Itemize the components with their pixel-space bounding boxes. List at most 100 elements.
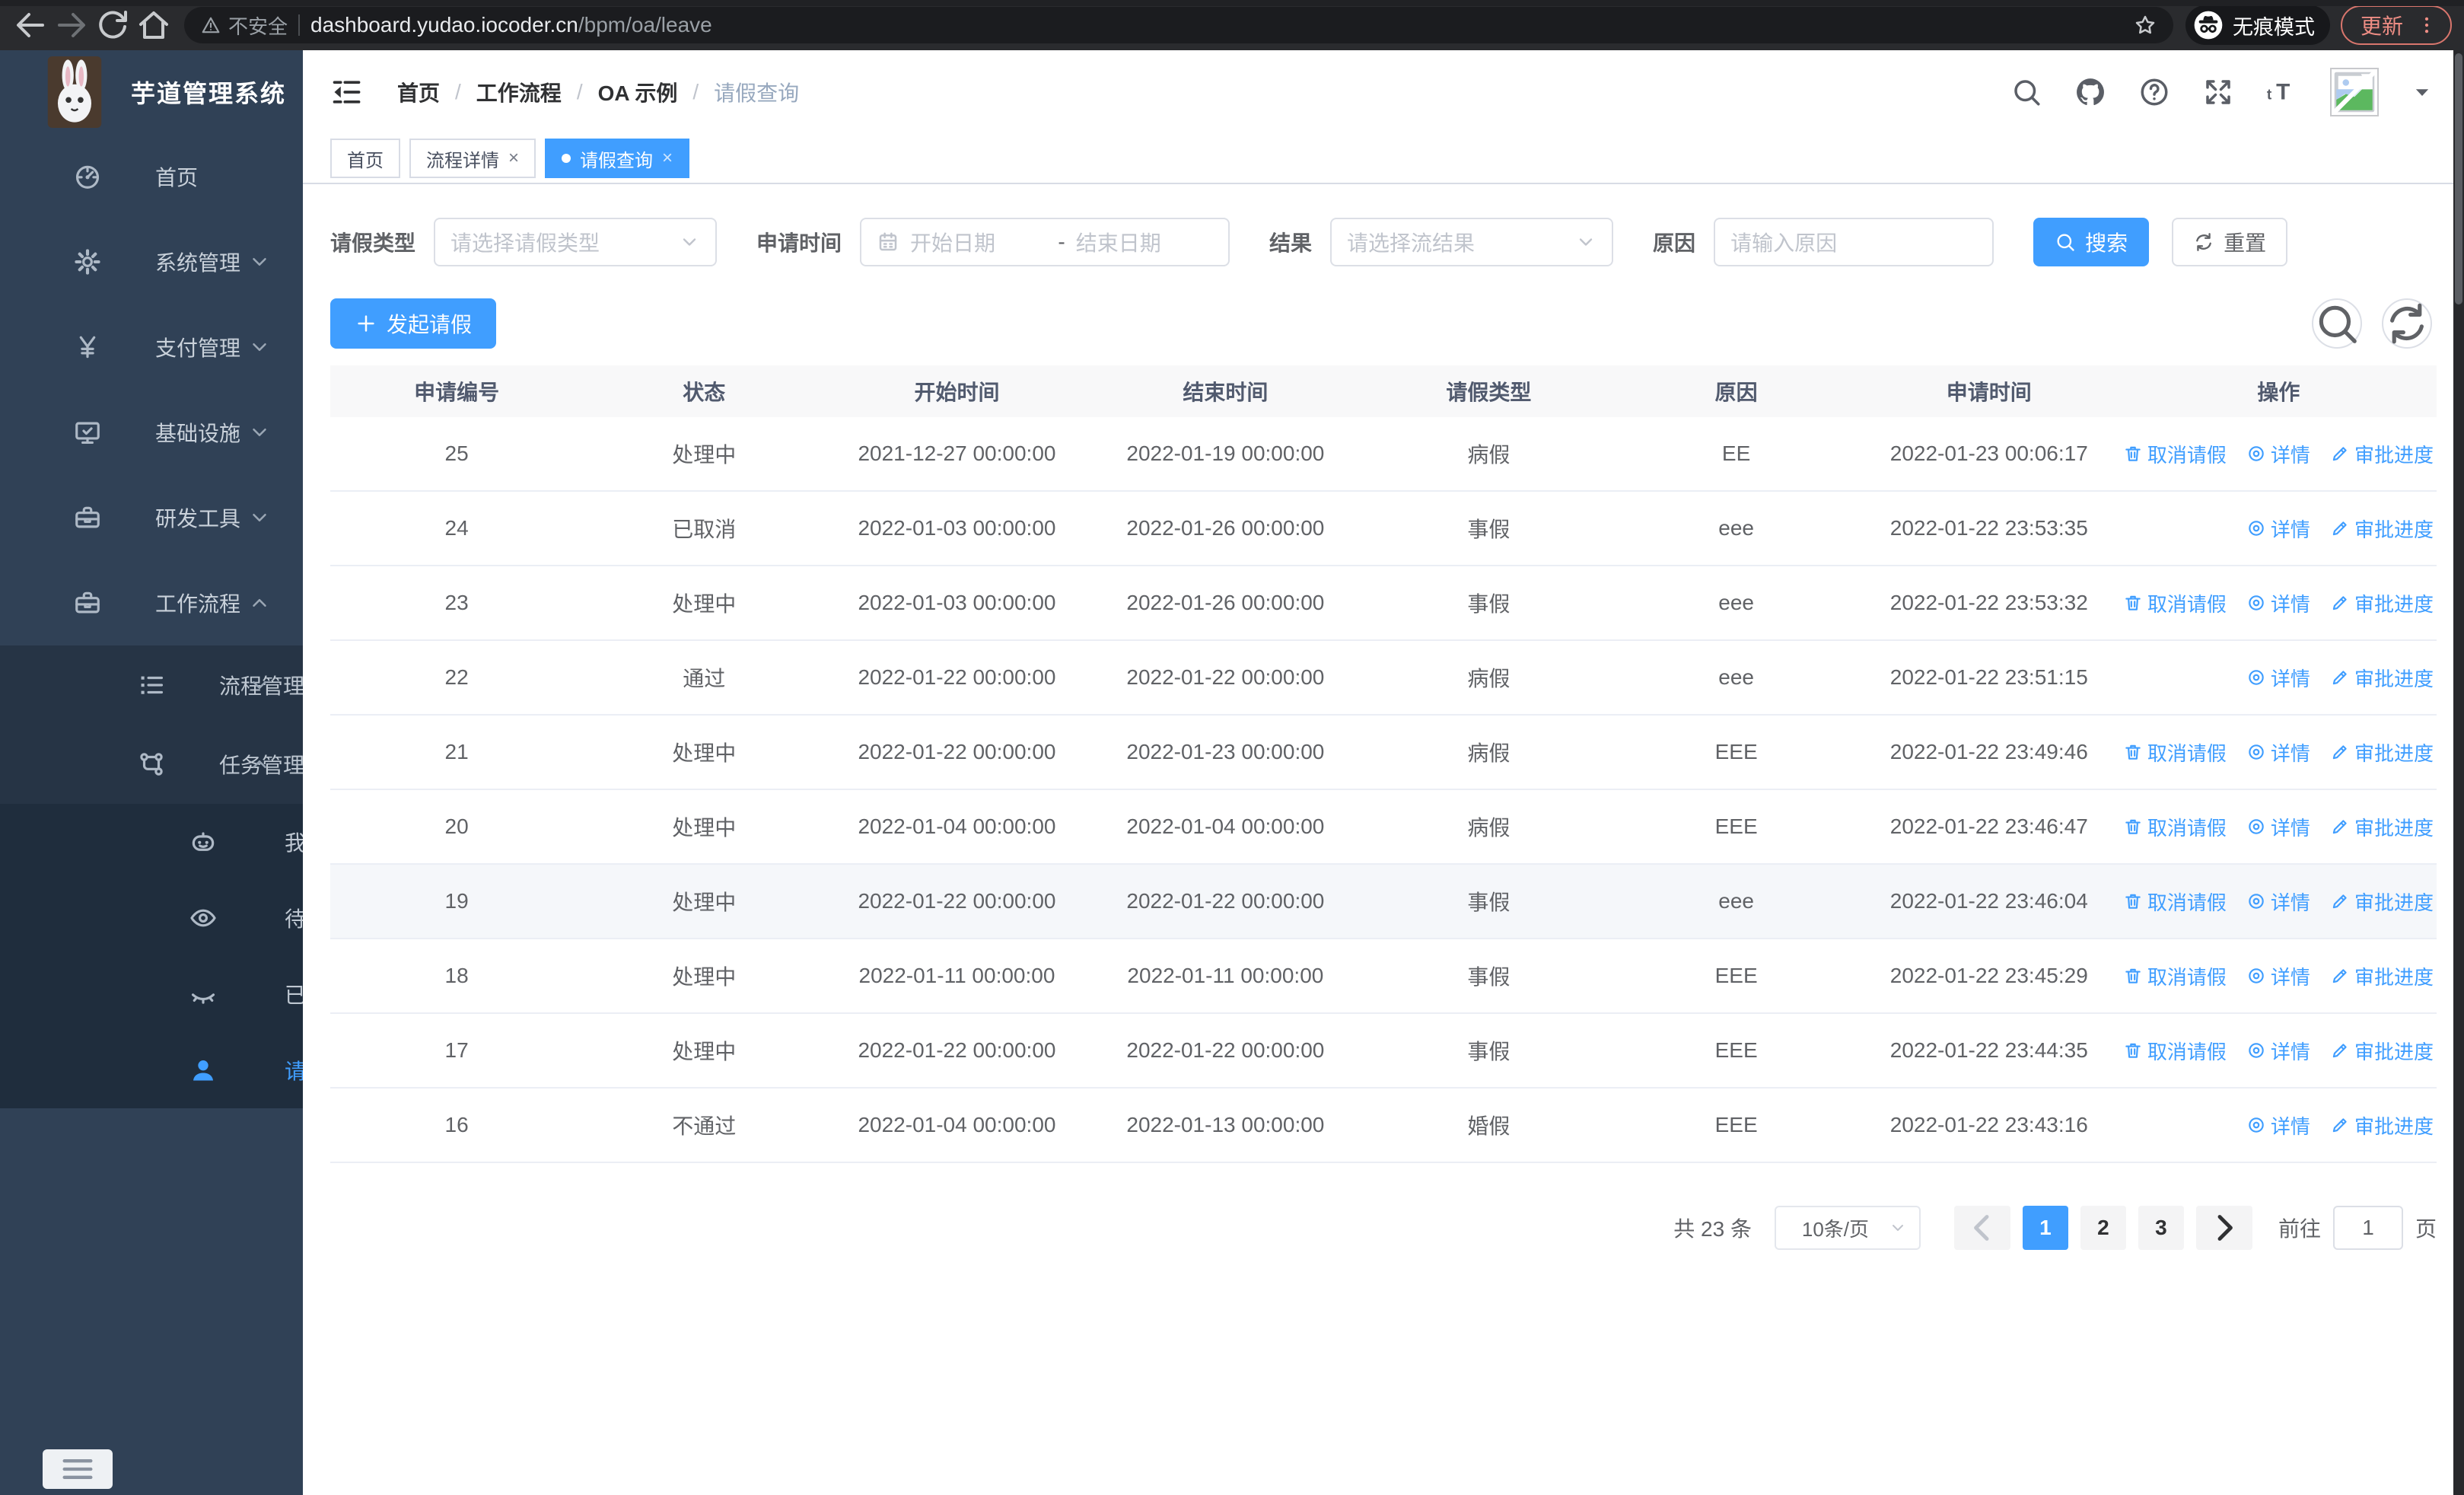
- home-icon[interactable]: [135, 7, 172, 43]
- refresh-table-button[interactable]: [2382, 298, 2432, 349]
- scrollbar-thumb[interactable]: [2455, 53, 2462, 304]
- cancel-action-link[interactable]: 取消请假: [2123, 1037, 2227, 1065]
- fold-sidebar-icon[interactable]: [330, 75, 364, 109]
- progress-action-link[interactable]: 审批进度: [2330, 515, 2434, 543]
- cell-applyTime: 2022-01-22 23:53:32: [1889, 591, 2088, 614]
- reason-input[interactable]: 请输入原因: [1714, 218, 1994, 266]
- close-icon[interactable]: ×: [508, 148, 520, 168]
- progress-action-link[interactable]: 审批进度: [2330, 440, 2434, 468]
- update-button[interactable]: 更新: [2340, 5, 2452, 45]
- app-logo[interactable]: 芋道管理系统: [0, 50, 303, 134]
- page-button-1[interactable]: 1: [2022, 1206, 2068, 1250]
- sidebar-item-todo-tasks[interactable]: 待办任务: [0, 880, 303, 956]
- show-search-button[interactable]: [2312, 298, 2362, 349]
- sidebar-collapse-button[interactable]: [43, 1449, 113, 1489]
- progress-action-link[interactable]: 审批进度: [2330, 738, 2434, 767]
- cell-status: 已取消: [672, 518, 737, 541]
- scrollbar[interactable]: [2453, 50, 2464, 1495]
- sidebar-item-leave-query[interactable]: 请假查询: [0, 1032, 303, 1108]
- progress-action-link[interactable]: 审批进度: [2330, 888, 2434, 916]
- detail-action-link[interactable]: 详情: [2246, 888, 2310, 916]
- view-icon: [2246, 817, 2266, 837]
- detail-action-link[interactable]: 详情: [2246, 962, 2310, 990]
- help-icon[interactable]: [2138, 76, 2170, 108]
- result-select[interactable]: 请选择流结果: [1330, 218, 1614, 266]
- progress-action-link[interactable]: 审批进度: [2330, 813, 2434, 841]
- chevron-down-icon[interactable]: [2411, 81, 2434, 104]
- cancel-action-link[interactable]: 取消请假: [2123, 440, 2227, 468]
- fullscreen-icon[interactable]: [2202, 76, 2234, 108]
- site-security-warning[interactable]: 不安全: [201, 11, 288, 40]
- cell-status: 处理中: [672, 816, 737, 840]
- page-button-2[interactable]: 2: [2080, 1206, 2126, 1250]
- apply-time-label: 申请时间: [756, 231, 842, 255]
- progress-action-link[interactable]: 审批进度: [2330, 589, 2434, 617]
- cancel-action-link[interactable]: 取消请假: [2123, 813, 2227, 841]
- progress-action-link[interactable]: 审批进度: [2330, 664, 2434, 692]
- cancel-action-link[interactable]: 取消请假: [2123, 962, 2227, 990]
- detail-action-link[interactable]: 详情: [2246, 589, 2310, 617]
- next-page-button[interactable]: [2195, 1206, 2252, 1250]
- cell-status: 处理中: [672, 891, 737, 914]
- tab-process-detail[interactable]: 流程详情 ×: [409, 139, 536, 178]
- sidebar-item-infra[interactable]: 基础设施: [0, 390, 303, 475]
- sidebar-item-system[interactable]: 系统管理: [0, 219, 303, 304]
- cell-actions: 详情 审批进度: [2121, 515, 2437, 543]
- breadcrumb-home[interactable]: 首页: [397, 81, 441, 105]
- tab-home[interactable]: 首页: [330, 139, 400, 178]
- back-icon[interactable]: [12, 7, 49, 43]
- avatar[interactable]: [2330, 68, 2379, 116]
- cancel-action-link[interactable]: 取消请假: [2123, 589, 2227, 617]
- tab-leave-query[interactable]: 请假查询 ×: [545, 139, 690, 178]
- breadcrumb-workflow[interactable]: 工作流程: [476, 81, 562, 105]
- column-header-end: 结束时间: [1183, 381, 1269, 404]
- browser-menu-dots-icon[interactable]: [2415, 14, 2438, 37]
- detail-action-link[interactable]: 详情: [2246, 738, 2310, 767]
- sidebar-item-done-tasks[interactable]: 已办任务: [0, 956, 303, 1032]
- address-bar[interactable]: 不安全 dashboard.yudao.iocoder.cn/bpm/oa/le…: [184, 7, 2173, 43]
- sidebar-item-process-mgmt[interactable]: 流程管理: [0, 645, 303, 725]
- sidebar-item-label: 任务管理: [219, 754, 303, 777]
- create-leave-button[interactable]: 发起请假: [330, 298, 497, 349]
- search-button[interactable]: 搜索: [2033, 218, 2150, 266]
- sidebar-item-devtools[interactable]: 研发工具: [0, 475, 303, 560]
- sidebar-item-label: 基础设施: [155, 422, 241, 445]
- cancel-action-link[interactable]: 取消请假: [2123, 738, 2227, 767]
- apply-time-range-picker[interactable]: 开始日期 - 结束日期: [860, 218, 1230, 266]
- close-icon[interactable]: ×: [662, 148, 673, 168]
- table-toolbar: 发起请假: [330, 298, 2437, 349]
- detail-action-link[interactable]: 详情: [2246, 813, 2310, 841]
- detail-action-link[interactable]: 详情: [2246, 440, 2310, 468]
- bookmark-star-icon[interactable]: [2134, 14, 2157, 37]
- sidebar-item-payment[interactable]: 支付管理: [0, 304, 303, 390]
- sidebar-item-task-mgmt[interactable]: 任务管理: [0, 725, 303, 804]
- sidebar-item-home[interactable]: 首页: [0, 134, 303, 219]
- github-icon[interactable]: [2074, 76, 2106, 108]
- detail-action-link[interactable]: 详情: [2246, 1111, 2310, 1140]
- detail-action-link[interactable]: 详情: [2246, 664, 2310, 692]
- view-icon: [2246, 1115, 2266, 1135]
- sidebar: 芋道管理系统 首页系统管理支付管理基础设施研发工具工作流程流程管理任务管理我的流…: [0, 50, 303, 1495]
- leave-type-select[interactable]: 请选择请假类型: [434, 218, 718, 266]
- sidebar-item-workflow[interactable]: 工作流程: [0, 560, 303, 645]
- cell-reason: EEE: [1714, 964, 1758, 987]
- sidebar-item-my-process[interactable]: 我的流程: [0, 804, 303, 880]
- progress-action-link[interactable]: 审批进度: [2330, 1111, 2434, 1140]
- progress-action-link[interactable]: 审批进度: [2330, 962, 2434, 990]
- progress-action-link[interactable]: 审批进度: [2330, 1037, 2434, 1065]
- page-button-3[interactable]: 3: [2138, 1206, 2184, 1250]
- goto-page-input[interactable]: [2332, 1206, 2403, 1250]
- breadcrumb-oa-example[interactable]: OA 示例: [597, 81, 678, 105]
- cell-id: 18: [444, 964, 469, 987]
- incognito-badge: 无痕模式: [2185, 5, 2330, 45]
- tag-tabs: 首页 流程详情 × 请假查询 ×: [303, 134, 2464, 184]
- detail-action-link[interactable]: 详情: [2246, 515, 2310, 543]
- page-size-select[interactable]: 10条/页: [1774, 1206, 1921, 1250]
- reset-button[interactable]: 重置: [2172, 218, 2288, 266]
- search-icon[interactable]: [2010, 76, 2042, 108]
- detail-action-link[interactable]: 详情: [2246, 1037, 2310, 1065]
- reload-icon[interactable]: [94, 7, 131, 43]
- cancel-action-link[interactable]: 取消请假: [2123, 888, 2227, 916]
- cell-type: 病假: [1467, 443, 1511, 467]
